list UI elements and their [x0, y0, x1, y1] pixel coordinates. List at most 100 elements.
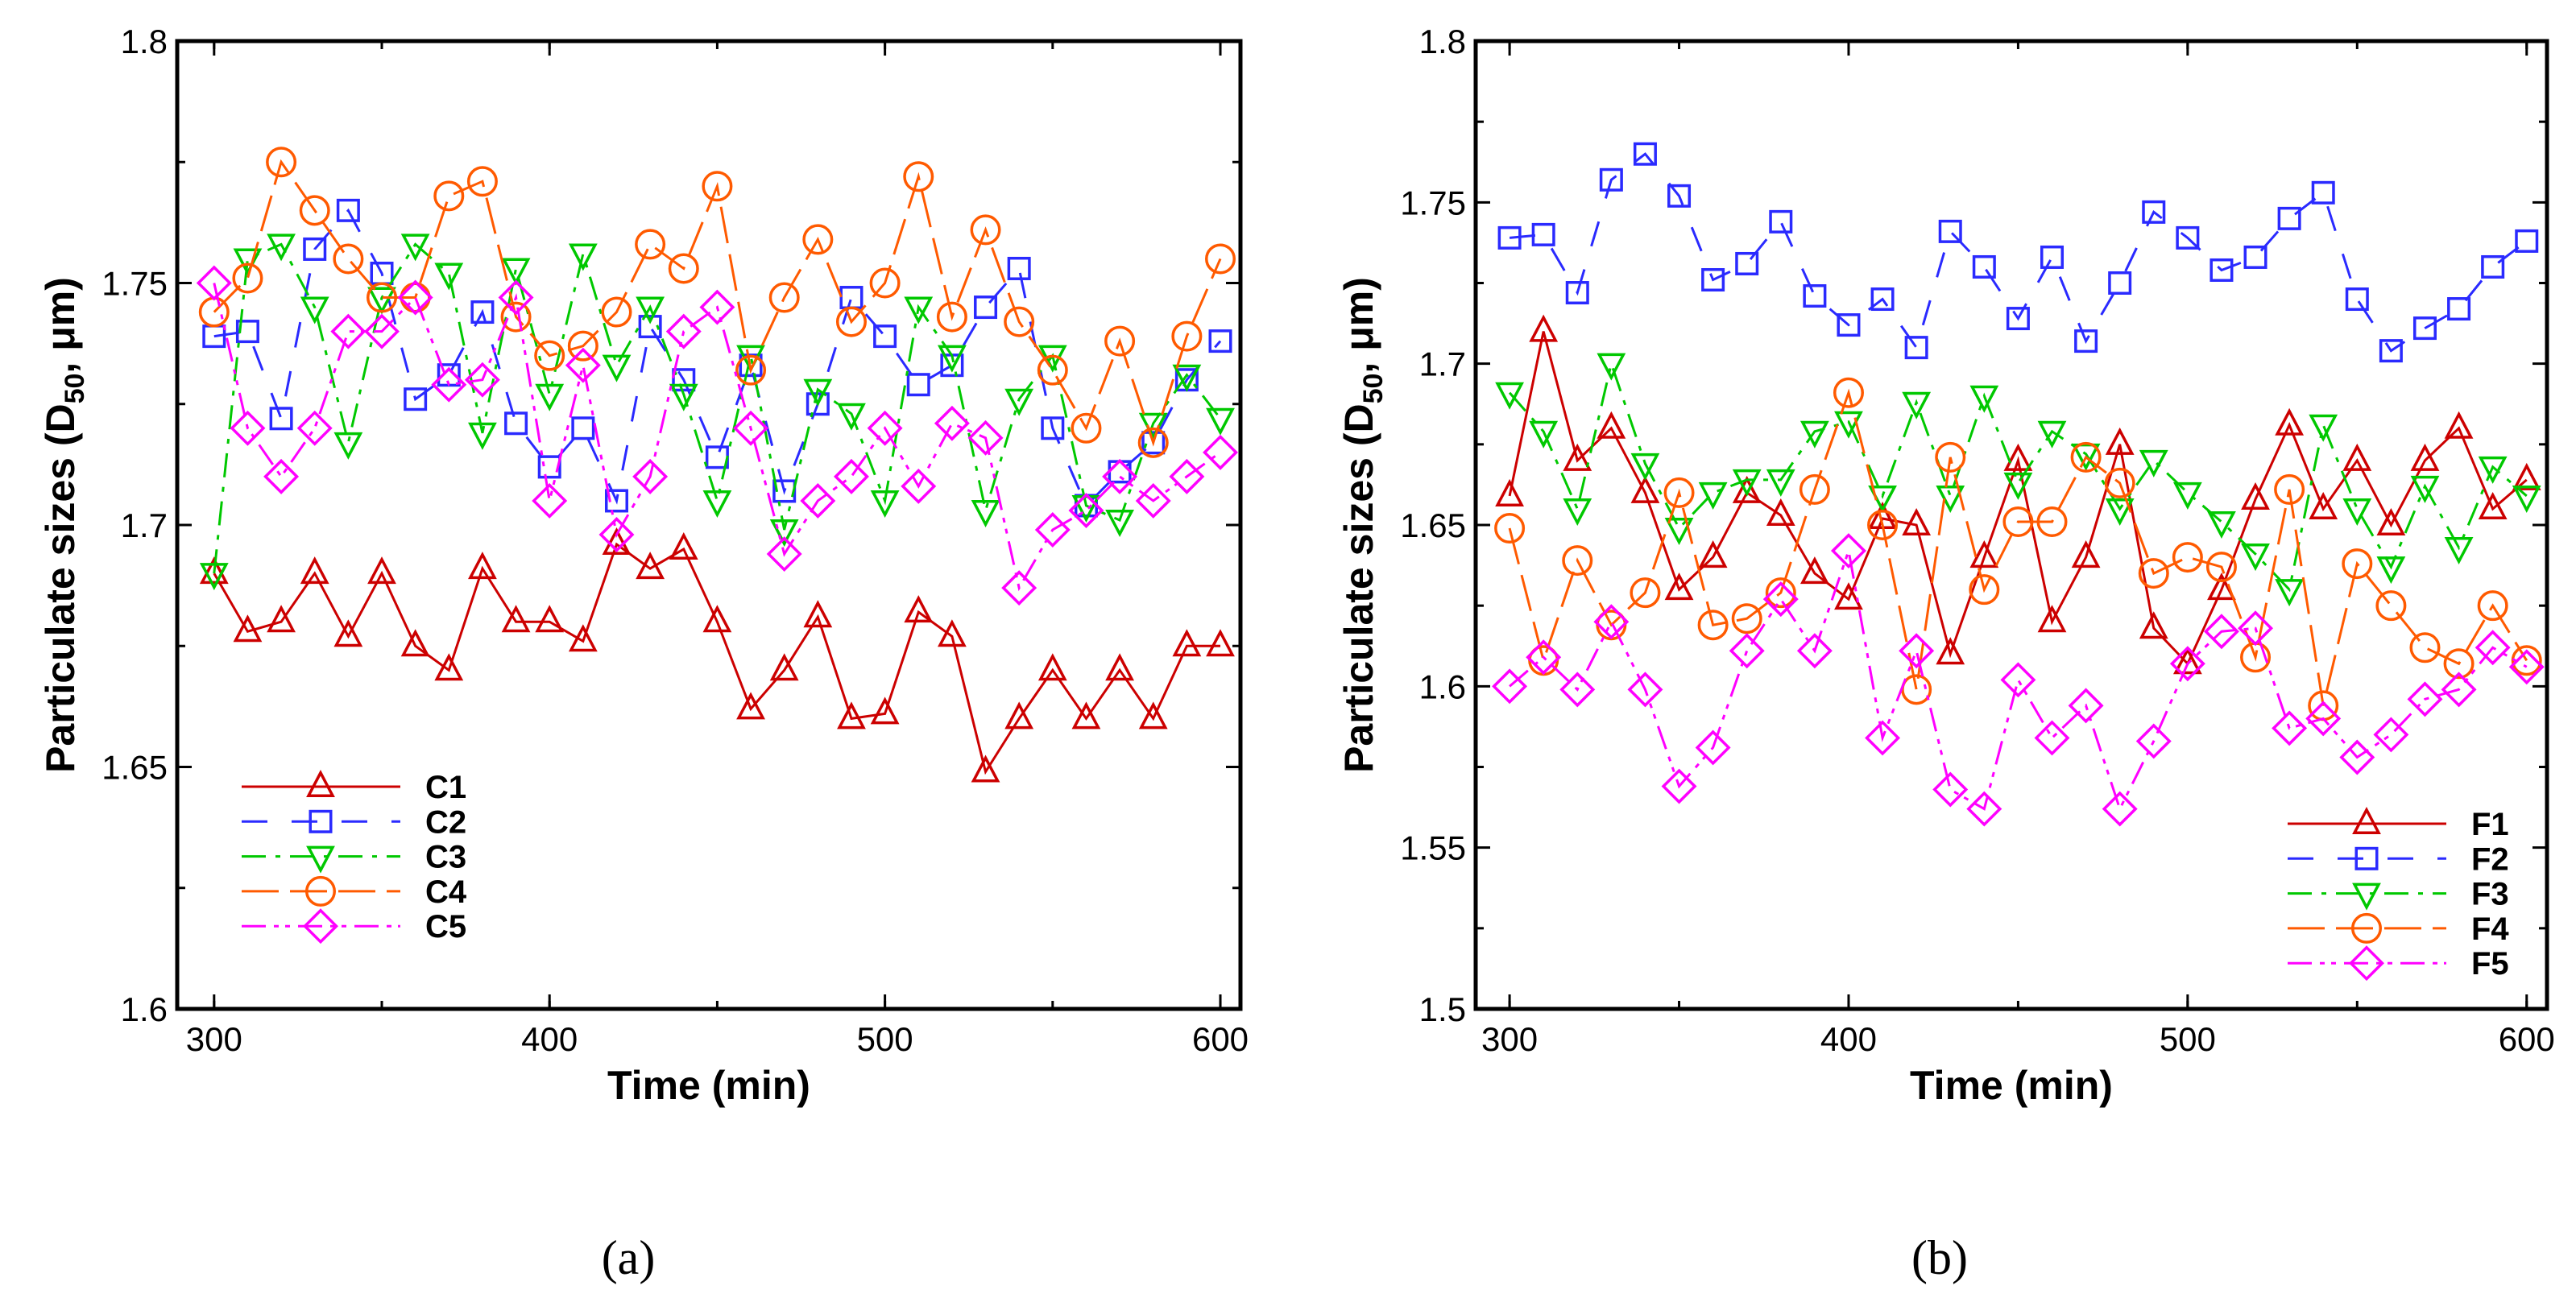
data-point-C4 [970, 214, 1001, 246]
data-point-F3 [2003, 472, 2033, 500]
data-point-C3 [333, 432, 363, 460]
data-point-F5 [2000, 662, 2036, 698]
data-point-C4 [534, 340, 565, 371]
data-point-F2 [1837, 313, 1861, 337]
data-point-C1 [1071, 701, 1101, 730]
data-point-F1 [2478, 491, 2508, 519]
legend-label: C3 [425, 840, 466, 875]
data-point-C1 [803, 600, 833, 628]
data-point-F3 [2376, 556, 2406, 585]
data-point-C1 [333, 619, 363, 647]
data-point-C1 [468, 552, 497, 580]
legend-label: C2 [425, 804, 466, 840]
data-point-F2 [1599, 167, 1623, 192]
data-point-C2 [235, 320, 259, 344]
data-point-C1 [1172, 629, 1202, 657]
data-point-C3 [602, 354, 632, 382]
data-point-C4 [567, 330, 598, 362]
legend-label: C5 [425, 909, 466, 944]
data-point-F1 [1597, 411, 1626, 439]
data-point-F1 [1529, 314, 1559, 342]
series-C2 [202, 198, 1232, 518]
series-line-F3 [1508, 359, 2528, 593]
data-point-C5 [733, 410, 769, 446]
data-point-F5 [1492, 668, 1528, 705]
legend-marker [309, 809, 333, 833]
series-line-C2 [213, 208, 1222, 508]
data-point-F2 [1701, 267, 1725, 291]
y-tick-label: 1.65 [101, 749, 168, 787]
legend-marker [2351, 912, 2382, 944]
legend-marker [306, 845, 335, 874]
legend-marker [305, 875, 336, 907]
legend-item-C2: C2 [242, 804, 466, 840]
data-point-F3 [1732, 469, 1762, 497]
data-point-C5 [901, 468, 937, 504]
plot-frame [1473, 39, 2549, 1011]
data-point-F5 [2102, 791, 2138, 827]
data-point-F3 [2444, 537, 2474, 565]
data-point-C5 [632, 458, 669, 494]
data-point-C3 [636, 296, 665, 324]
data-point-C3 [937, 345, 967, 373]
legend-item-C1: C1 [242, 769, 466, 805]
data-point-C4 [1071, 412, 1102, 444]
data-point-F2 [1531, 222, 1555, 246]
legend-item-F2: F2 [2288, 841, 2509, 877]
x-tick-label: 400 [1820, 1020, 1877, 1058]
data-point-C2 [269, 407, 293, 431]
data-point-F1 [2444, 411, 2474, 439]
y-tick-label: 1.6 [121, 990, 168, 1028]
data-point-F3 [2071, 443, 2101, 471]
data-point-C5 [1169, 458, 1205, 494]
data-point-C4 [1137, 427, 1169, 458]
data-point-F2 [2345, 287, 2369, 312]
y-axis-label: Particulate sizes (D50, μm) [1336, 277, 1389, 773]
data-point-C2 [672, 368, 696, 392]
data-point-C3 [702, 490, 732, 518]
data-point-C2 [1208, 329, 1232, 353]
panel-label: (b) [1911, 1231, 1968, 1284]
data-point-F5 [2475, 630, 2511, 666]
data-point-F1 [2172, 647, 2202, 675]
data-point-C5 [833, 458, 869, 494]
data-point-C3 [468, 422, 497, 450]
y-tick-label: 1.75 [101, 265, 168, 303]
data-point-F5 [1762, 581, 1799, 618]
data-point-C5 [464, 362, 500, 398]
data-point-F3 [1936, 485, 1965, 513]
data-point-F5 [2305, 701, 2342, 737]
data-point-C1 [937, 619, 967, 647]
data-point-F4 [2375, 590, 2407, 622]
data-point-F5 [2238, 610, 2274, 647]
data-point-F3 [2342, 498, 2372, 526]
data-point-C5 [397, 279, 433, 316]
data-point-F1 [1766, 498, 1795, 526]
data-point-C2 [571, 416, 595, 440]
legend-marker [2352, 882, 2381, 911]
data-point-C2 [1041, 416, 1065, 440]
data-point-F4 [1731, 603, 1762, 634]
data-point-F3 [1698, 482, 1728, 510]
data-point-F3 [2309, 414, 2338, 442]
data-point-F5 [1729, 633, 1765, 669]
data-point-C1 [1105, 653, 1134, 681]
data-point-F2 [1735, 251, 1759, 275]
data-point-F1 [2105, 427, 2135, 455]
data-point-C5 [263, 458, 300, 494]
data-point-F1 [1902, 507, 1932, 535]
legend-marker [2352, 806, 2381, 834]
chart-a: 300 400 500 600 1.6 1.65 1.7 1.75 1.8 Time (min) P… [38, 23, 1249, 1284]
x-axis-label: Time (min) [1910, 1063, 2113, 1108]
data-point-C5 [1203, 434, 1238, 470]
data-point-F2 [2447, 297, 2471, 321]
data-point-F3 [1799, 420, 1829, 448]
x-tick-label: 500 [857, 1020, 913, 1058]
legend-marker [2354, 846, 2379, 870]
data-point-F1 [1799, 556, 1829, 585]
data-point-C2 [839, 286, 863, 310]
data-point-C3 [971, 499, 1000, 527]
data-point-F2 [1497, 225, 1522, 250]
data-point-F1 [2376, 507, 2406, 535]
data-point-C2 [336, 198, 360, 222]
